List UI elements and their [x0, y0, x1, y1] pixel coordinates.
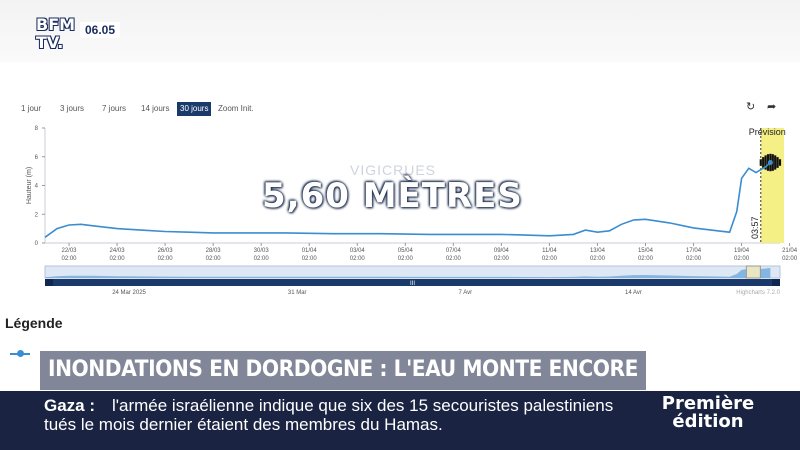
highcharts-credit: Highcharts 7.2.0: [736, 290, 780, 296]
forecast-band: [760, 128, 784, 243]
y-tick-label: 4: [35, 184, 39, 190]
ticker-line2: tués le mois dernier étaient des membres…: [44, 415, 443, 434]
y-tick-label: 2: [35, 212, 39, 218]
x-tick-date: 17/04: [686, 248, 702, 254]
x-tick-date: 13/04: [590, 248, 606, 254]
navigator-label: 31 Mar: [288, 290, 307, 296]
range-button-1-jour[interactable]: 1 jour: [21, 104, 42, 113]
headline: INONDATIONS EN DORDOGNE : L'EAU MONTE EN…: [48, 357, 639, 382]
refresh-icon[interactable]: ↻: [746, 101, 756, 113]
x-tick-date: 01/04: [302, 248, 318, 254]
program-badge: [655, 391, 800, 450]
clock: 06.05: [80, 22, 121, 38]
series-last-point: [767, 160, 773, 165]
x-tick-time: 02:00: [686, 256, 702, 262]
navigator-label: 14 Avr: [625, 290, 642, 296]
y-tick-label: 0: [35, 241, 39, 247]
x-tick-date: 22/03: [62, 248, 78, 254]
x-tick-time: 02:00: [110, 256, 126, 262]
navigator-label: 7 Avr: [459, 290, 473, 296]
ticker-line1: l'armée israélienne indique que six des …: [112, 396, 614, 415]
x-tick-date: 30/03: [254, 248, 270, 254]
zoom-init-button[interactable]: Zoom Init.: [218, 104, 254, 113]
scrollbar: [45, 279, 780, 286]
forecast-label: Prévision: [749, 127, 786, 137]
share-icon[interactable]: ➦: [767, 101, 777, 113]
y-tick-label: 6: [35, 155, 39, 161]
x-tick-time: 02:00: [62, 256, 78, 262]
news-ticker: [0, 391, 655, 450]
y-axis-label: Hauteur (m): [26, 167, 33, 204]
program-line2: édition: [672, 411, 744, 432]
x-tick-time: 02:00: [158, 256, 174, 262]
x-tick-time: 02:00: [638, 256, 654, 262]
navigator-label: 24 Mar 2025: [112, 290, 146, 296]
x-tick-date: 26/03: [158, 248, 174, 254]
x-tick-date: 19/04: [734, 248, 750, 254]
x-tick-date: 11/04: [542, 248, 557, 254]
scroll-right: [772, 279, 780, 286]
x-tick-date: 09/04: [494, 248, 510, 254]
logo-line1: BFM: [36, 15, 76, 34]
scroll-handle: III: [410, 281, 415, 287]
x-tick-date: 21/04: [782, 248, 798, 254]
range-button-3-jours[interactable]: 3 jours: [60, 104, 85, 113]
x-tick-time: 02:00: [254, 256, 270, 262]
x-tick-time: 02:00: [302, 256, 318, 262]
x-tick-time: 02:00: [206, 256, 222, 262]
vigicrues-watermark: VIGICRUES: [350, 162, 437, 178]
navigator-area: [45, 267, 771, 278]
x-tick-date: 24/03: [110, 248, 126, 254]
navigator-window: [745, 265, 761, 279]
x-tick-time: 02:00: [590, 256, 606, 262]
overlay-value: 5,60 MÈTRES: [262, 176, 523, 216]
y-tick-label: 8: [35, 126, 39, 132]
x-tick-date: 28/03: [206, 248, 222, 254]
range-button-7-jours[interactable]: 7 jours: [102, 104, 127, 113]
series-line: [44, 161, 771, 238]
range-button-30-jours[interactable]: 30 jours: [177, 102, 212, 116]
x-tick-time: 02:00: [398, 256, 414, 262]
program-line1: Première: [661, 393, 755, 414]
range-button-14-jours[interactable]: 14 jours: [141, 104, 170, 113]
current-time-label: 03:57: [750, 216, 760, 239]
scroll-left: [45, 279, 53, 286]
logo-line2: TV.: [36, 33, 64, 52]
x-tick-date: 15/04: [638, 248, 654, 254]
x-tick-time: 02:00: [446, 256, 462, 262]
legend-title: Légende: [5, 315, 63, 331]
x-tick-time: 02:00: [542, 256, 558, 262]
x-tick-time: 02:00: [494, 256, 510, 262]
headline-band: [40, 351, 646, 390]
water-level-chart: 0 2 4 6 8 Hauteur (m) 22/03 02:00 24/03 02:00 26/0…: [26, 126, 798, 296]
x-tick-time: 02:00: [782, 256, 798, 262]
program-name: Première édition: [658, 395, 758, 431]
bfmtv-logo: BFM TV.: [36, 16, 80, 56]
x-tick-date: 03/04: [350, 248, 366, 254]
legend-dot: [17, 350, 24, 357]
top-bar: BFM TV. 06.05: [0, 0, 800, 62]
ticker-label: Gaza :: [44, 396, 96, 415]
x-tick-date: 07/04: [446, 248, 462, 254]
x-tick-time: 02:00: [734, 256, 750, 262]
x-tick-time: 02:00: [350, 256, 366, 262]
x-tick-date: 05/04: [398, 248, 414, 254]
